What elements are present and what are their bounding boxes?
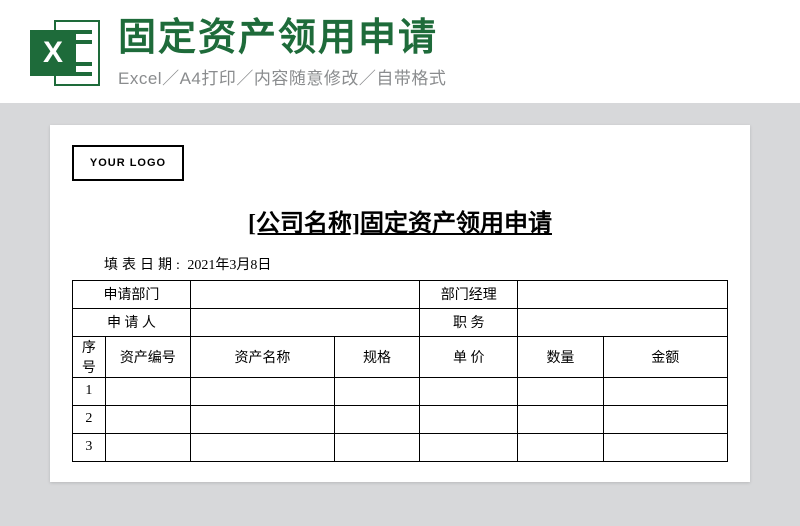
column-header: 金额 [603,336,727,377]
info-right-value [518,308,728,336]
cell-code [105,377,190,405]
column-header: 数量 [518,336,603,377]
paper-wrapper: YOUR LOGO [公司名称]固定资产领用申请 填表日期: 2021年3月8日… [0,103,800,482]
header-text: 固定资产领用申请 Excel／A4打印／内容随意修改／自带格式 [118,18,770,89]
cell-price [420,377,518,405]
main-title: 固定资产领用申请 [118,18,770,60]
info-left-label: 申请部门 [73,280,191,308]
cell-name [190,405,334,433]
info-row: 申 请 人职 务 [73,308,728,336]
cell-qty [518,405,603,433]
page-header: X 固定资产领用申请 Excel／A4打印／内容随意修改／自带格式 [0,0,800,103]
cell-price [420,433,518,461]
cell-seq: 3 [73,433,106,461]
info-row: 申请部门 部门经理 [73,280,728,308]
cell-code [105,433,190,461]
fill-date-value: 2021年3月8日 [187,258,271,273]
cell-amount [603,405,727,433]
cell-qty [518,377,603,405]
info-left-label: 申 请 人 [73,308,191,336]
column-header: 资产编号 [105,336,190,377]
cell-spec [334,405,419,433]
column-header: 单 价 [420,336,518,377]
form-table: 申请部门 部门经理申 请 人 职 务 序号资产编号资产名称规格单 价数量金额 123 [72,280,728,462]
cell-spec [334,377,419,405]
info-left-value [190,308,419,336]
form-title: [公司名称]固定资产领用申请 [72,203,728,238]
column-header-row: 序号资产编号资产名称规格单 价数量金额 [73,336,728,377]
column-header: 规格 [334,336,419,377]
info-right-label: 部门经理 [420,280,518,308]
column-header: 序号 [73,336,106,377]
cell-seq: 2 [73,405,106,433]
fill-date: 填表日期: 2021年3月8日 [104,254,728,274]
cell-code [105,405,190,433]
logo-placeholder: YOUR LOGO [72,145,184,181]
cell-name [190,433,334,461]
document-paper: YOUR LOGO [公司名称]固定资产领用申请 填表日期: 2021年3月8日… [50,125,750,482]
cell-qty [518,433,603,461]
table-row: 1 [73,377,728,405]
cell-amount [603,433,727,461]
cell-amount [603,377,727,405]
excel-icon-letter: X [43,36,63,70]
cell-name [190,377,334,405]
info-right-label: 职 务 [420,308,518,336]
sub-title: Excel／A4打印／内容随意修改／自带格式 [118,64,770,89]
column-header: 资产名称 [190,336,334,377]
table-row: 2 [73,405,728,433]
table-row: 3 [73,433,728,461]
cell-price [420,405,518,433]
info-left-value [190,280,419,308]
info-right-value [518,280,728,308]
cell-seq: 1 [73,377,106,405]
fill-date-label: 填表日期: [104,258,184,273]
cell-spec [334,433,419,461]
excel-icon: X [30,20,100,86]
